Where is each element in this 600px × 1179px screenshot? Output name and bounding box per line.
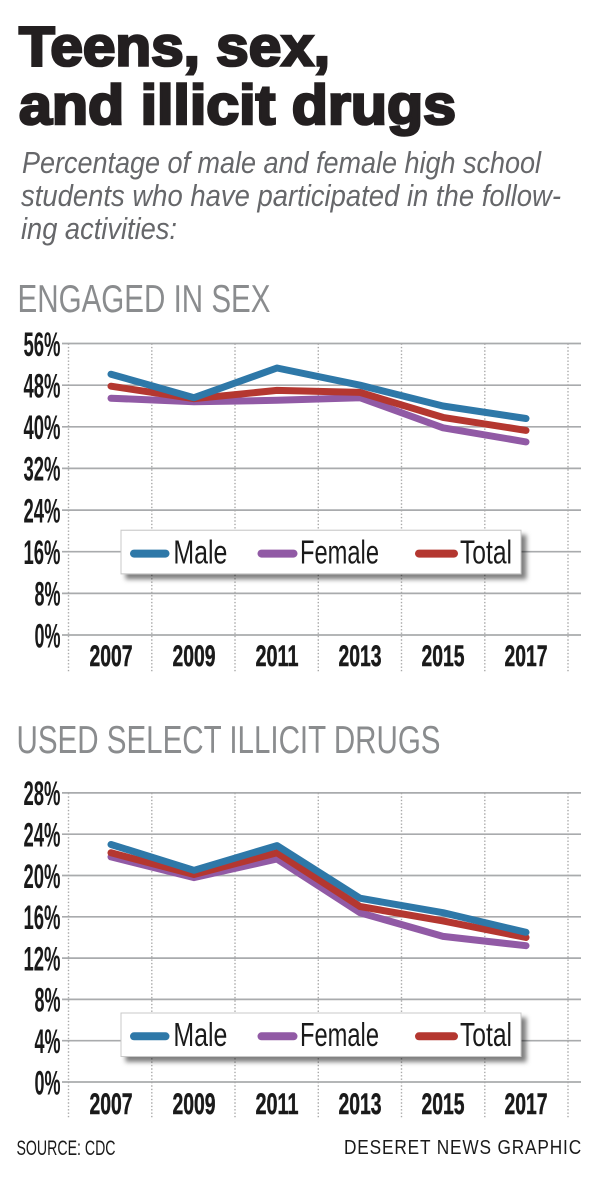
svg-text:ing activities:: ing activities: <box>21 211 177 246</box>
svg-text:24%: 24% <box>24 817 61 855</box>
svg-text:2009: 2009 <box>173 640 216 673</box>
svg-text:2017: 2017 <box>505 640 548 673</box>
svg-text:2011: 2011 <box>256 640 299 673</box>
svg-text:4%: 4% <box>35 1023 61 1061</box>
svg-text:28%: 28% <box>24 775 61 813</box>
svg-text:2009: 2009 <box>173 1088 216 1121</box>
svg-text:2011: 2011 <box>256 1088 299 1121</box>
svg-text:48%: 48% <box>24 368 61 406</box>
svg-text:16%: 16% <box>24 899 61 937</box>
svg-text:20%: 20% <box>24 858 61 896</box>
svg-text:Percentage of male and female: Percentage of male and female high schoo… <box>22 145 542 180</box>
svg-text:40%: 40% <box>24 409 61 447</box>
svg-text:2015: 2015 <box>422 640 465 673</box>
svg-text:32%: 32% <box>24 451 61 489</box>
svg-text:56%: 56% <box>24 326 61 364</box>
svg-text:ENGAGED IN SEX: ENGAGED IN SEX <box>18 278 271 321</box>
svg-text:2013: 2013 <box>339 640 382 673</box>
svg-text:24%: 24% <box>24 492 61 530</box>
svg-text:16%: 16% <box>24 534 61 572</box>
svg-text:2007: 2007 <box>90 1088 133 1121</box>
svg-text:2007: 2007 <box>90 640 133 673</box>
svg-text:2015: 2015 <box>422 1088 465 1121</box>
svg-text:0%: 0% <box>35 617 61 655</box>
svg-text:USED SELECT ILLICIT DRUGS: USED SELECT ILLICIT DRUGS <box>17 719 441 762</box>
svg-text:and illicit drugs: and illicit drugs <box>19 73 456 136</box>
svg-text:2017: 2017 <box>505 1088 548 1121</box>
svg-text:2013: 2013 <box>339 1088 382 1121</box>
svg-text:students who have participated: students who have participated in the fo… <box>21 178 561 213</box>
svg-text:0%: 0% <box>35 1064 61 1102</box>
svg-text:8%: 8% <box>35 576 61 614</box>
svg-text:SOURCE: CDC: SOURCE: CDC <box>17 1137 116 1160</box>
svg-text:Teens, sex,: Teens, sex, <box>19 15 330 78</box>
svg-text:DESERET NEWS GRAPHIC: DESERET NEWS GRAPHIC <box>344 1136 582 1159</box>
svg-text:8%: 8% <box>35 982 61 1020</box>
svg-text:12%: 12% <box>24 940 61 978</box>
